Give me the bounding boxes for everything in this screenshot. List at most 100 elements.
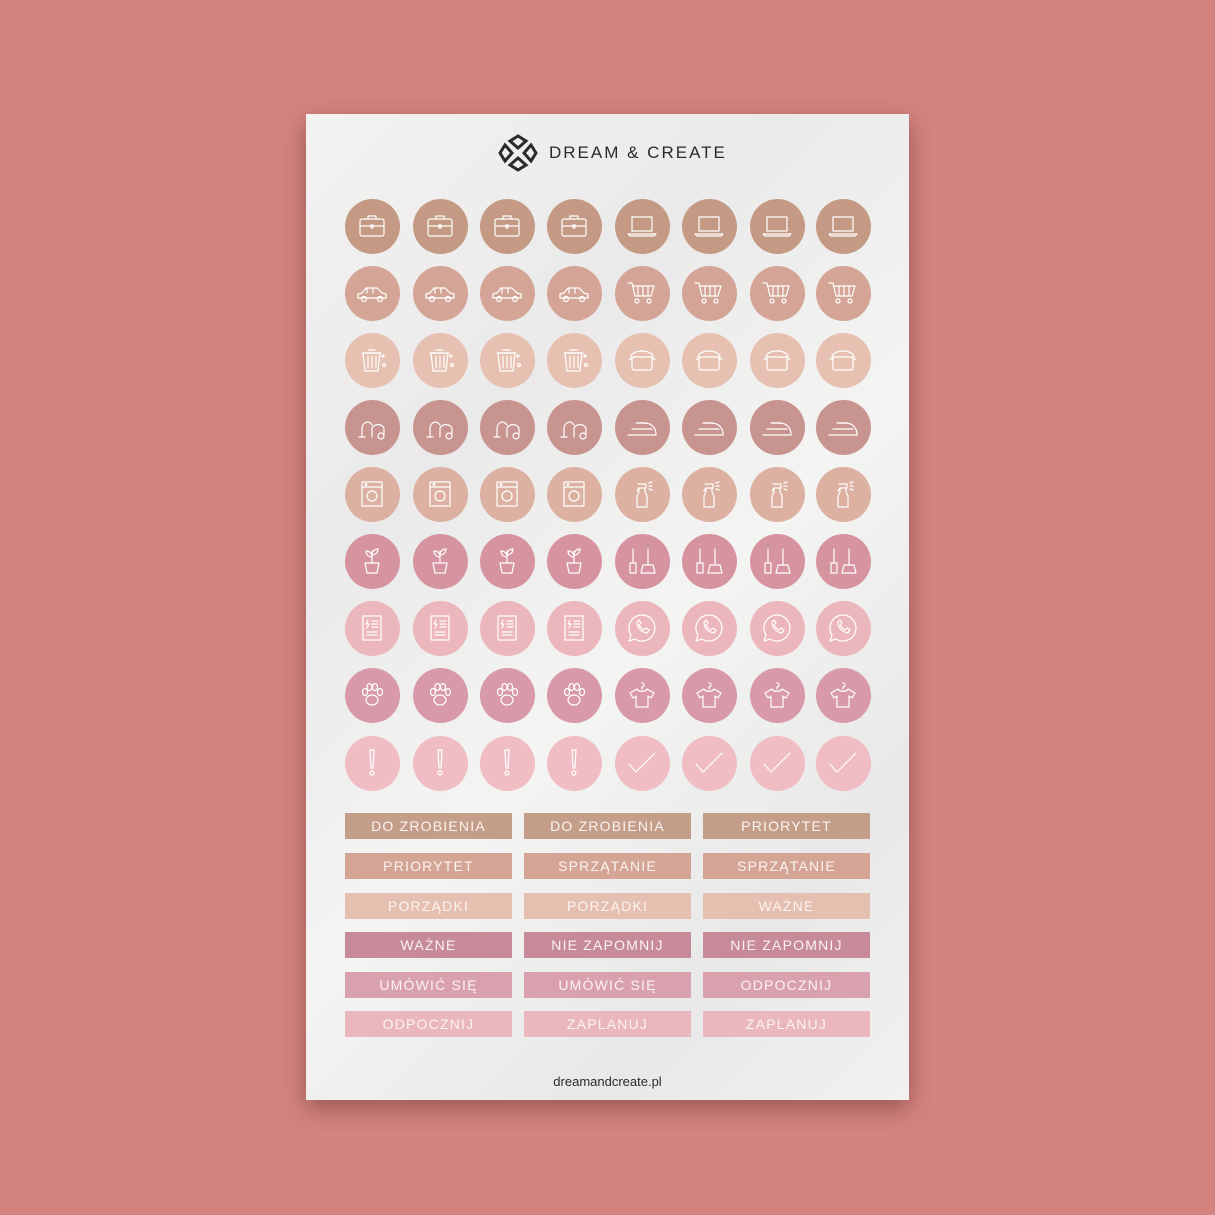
exclamation-icon [369,749,375,776]
phone-chat-icon [829,614,857,642]
icon-sticker [815,667,871,723]
icon-sticker [546,198,602,254]
spray-bottle-icon [703,481,720,508]
label-sticker: WAŻNE [703,893,870,919]
icon-sticker [749,533,805,589]
icon-sticker [344,332,400,388]
cooking-pot-icon [763,350,791,371]
icon-sticker [344,265,400,321]
broom-icon [629,548,656,574]
label-sticker: ODPOCZNIJ [345,1011,512,1037]
trash-bin-icon [563,349,589,372]
icon-sticker [412,533,468,589]
icon-sticker [749,332,805,388]
paw-icon [429,682,452,706]
icon-sticker [614,600,670,656]
car-icon [425,287,455,303]
icon-sticker [681,667,737,723]
paw-icon [361,682,384,706]
icon-sticker [749,265,805,321]
icon-sticker [815,399,871,455]
label-sticker: PRIORYTET [345,853,512,879]
trash-bin-icon [429,349,455,372]
icon-sticker [815,198,871,254]
vacuum-cleaner-icon [493,421,520,440]
trash-bin-icon [496,349,522,372]
icon-sticker [546,667,602,723]
label-sticker: PORZĄDKI [345,893,512,919]
icon-sticker [815,600,871,656]
icon-sticker [344,198,400,254]
laptop-icon [694,216,724,237]
label-sticker: DO ZROBIENIA [345,813,512,839]
icon-sticker [749,198,805,254]
paw-icon [563,682,586,706]
shopping-cart-icon [762,282,790,304]
icon-sticker [614,399,670,455]
iron-icon [762,422,792,436]
icon-sticker [479,332,535,388]
washing-machine-icon [496,481,518,507]
cooking-pot-icon [628,350,656,371]
exclamation-icon [571,749,577,776]
vacuum-cleaner-icon [560,421,587,440]
iron-icon [694,422,724,436]
icon-sticker [815,735,871,791]
label-sticker: SPRZĄTANIE [703,853,870,879]
icon-sticker [749,667,805,723]
icon-sticker [815,533,871,589]
checkmark-icon [695,752,723,773]
shopping-cart-icon [694,282,722,304]
label-sticker: ODPOCZNIJ [703,972,870,998]
icon-sticker [614,533,670,589]
vacuum-cleaner-icon [426,421,453,440]
icon-sticker [749,466,805,522]
icon-sticker [546,600,602,656]
potted-plant-icon [499,548,515,574]
icon-sticker [479,265,535,321]
potted-plant-icon [364,548,380,574]
checkmark-icon [829,752,857,773]
broom-icon [830,548,857,574]
icon-sticker [614,265,670,321]
icon-sticker [749,600,805,656]
icon-sticker [614,735,670,791]
spray-bottle-icon [636,481,653,508]
shopping-cart-icon [828,282,856,304]
label-sticker: PRIORYTET [703,813,870,839]
icon-sticker [479,735,535,791]
washing-machine-icon [361,481,383,507]
car-icon [357,287,387,303]
icon-sticker [412,466,468,522]
icon-sticker [412,735,468,791]
icon-sticker [546,533,602,589]
icon-sticker [412,399,468,455]
icon-sticker [681,533,737,589]
washing-machine-icon [563,481,585,507]
icon-sticker [749,399,805,455]
laptop-icon [627,216,657,237]
potted-plant-icon [432,548,448,574]
website-url: dreamandcreate.pl [553,1074,662,1089]
washing-machine-icon [429,481,451,507]
car-icon [559,287,589,303]
icon-sticker [681,600,737,656]
label-sticker: PORZĄDKI [524,893,691,919]
icon-sticker [479,600,535,656]
icon-sticker [344,667,400,723]
icon-sticker [815,265,871,321]
broom-icon [764,548,791,574]
checkmark-icon [763,752,791,773]
label-sticker: ZAPLANUJ [703,1011,870,1037]
icon-sticker [344,600,400,656]
icon-sticker [546,399,602,455]
cooking-pot-icon [695,350,723,371]
laptop-icon [828,216,858,237]
icon-sticker [681,198,737,254]
icon-sticker [614,198,670,254]
iron-icon [828,422,858,436]
icon-sticker [344,735,400,791]
briefcase-icon [561,215,587,237]
brand-logo: DREAM & CREATE [497,133,727,173]
checkmark-icon [628,752,656,773]
